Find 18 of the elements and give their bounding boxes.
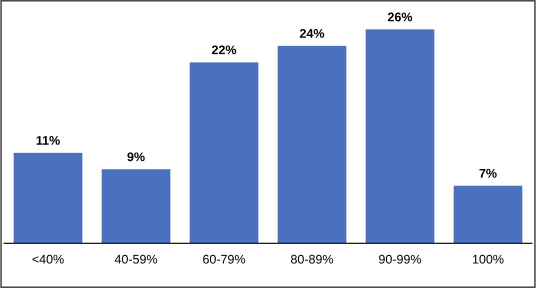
data-label: 11% bbox=[36, 136, 60, 145]
x-tick-label: 40-59% bbox=[114, 254, 158, 264]
data-label: 9% bbox=[127, 152, 145, 162]
bar bbox=[102, 169, 170, 244]
bar bbox=[366, 29, 434, 244]
x-tick-label: 60-79% bbox=[203, 254, 246, 264]
data-label: 7% bbox=[479, 168, 497, 178]
x-tick-label: <40% bbox=[32, 254, 64, 264]
x-tick-label: 90-99% bbox=[379, 254, 422, 264]
bar bbox=[190, 62, 258, 244]
data-label: 26% bbox=[388, 12, 412, 22]
bar bbox=[454, 186, 522, 244]
x-tick-label: 100% bbox=[472, 254, 504, 264]
data-label: 22% bbox=[212, 45, 236, 54]
bar bbox=[278, 46, 346, 244]
x-tick-label: 80-89% bbox=[291, 254, 334, 264]
bar bbox=[14, 152, 82, 244]
data-label: 24% bbox=[300, 28, 324, 38]
